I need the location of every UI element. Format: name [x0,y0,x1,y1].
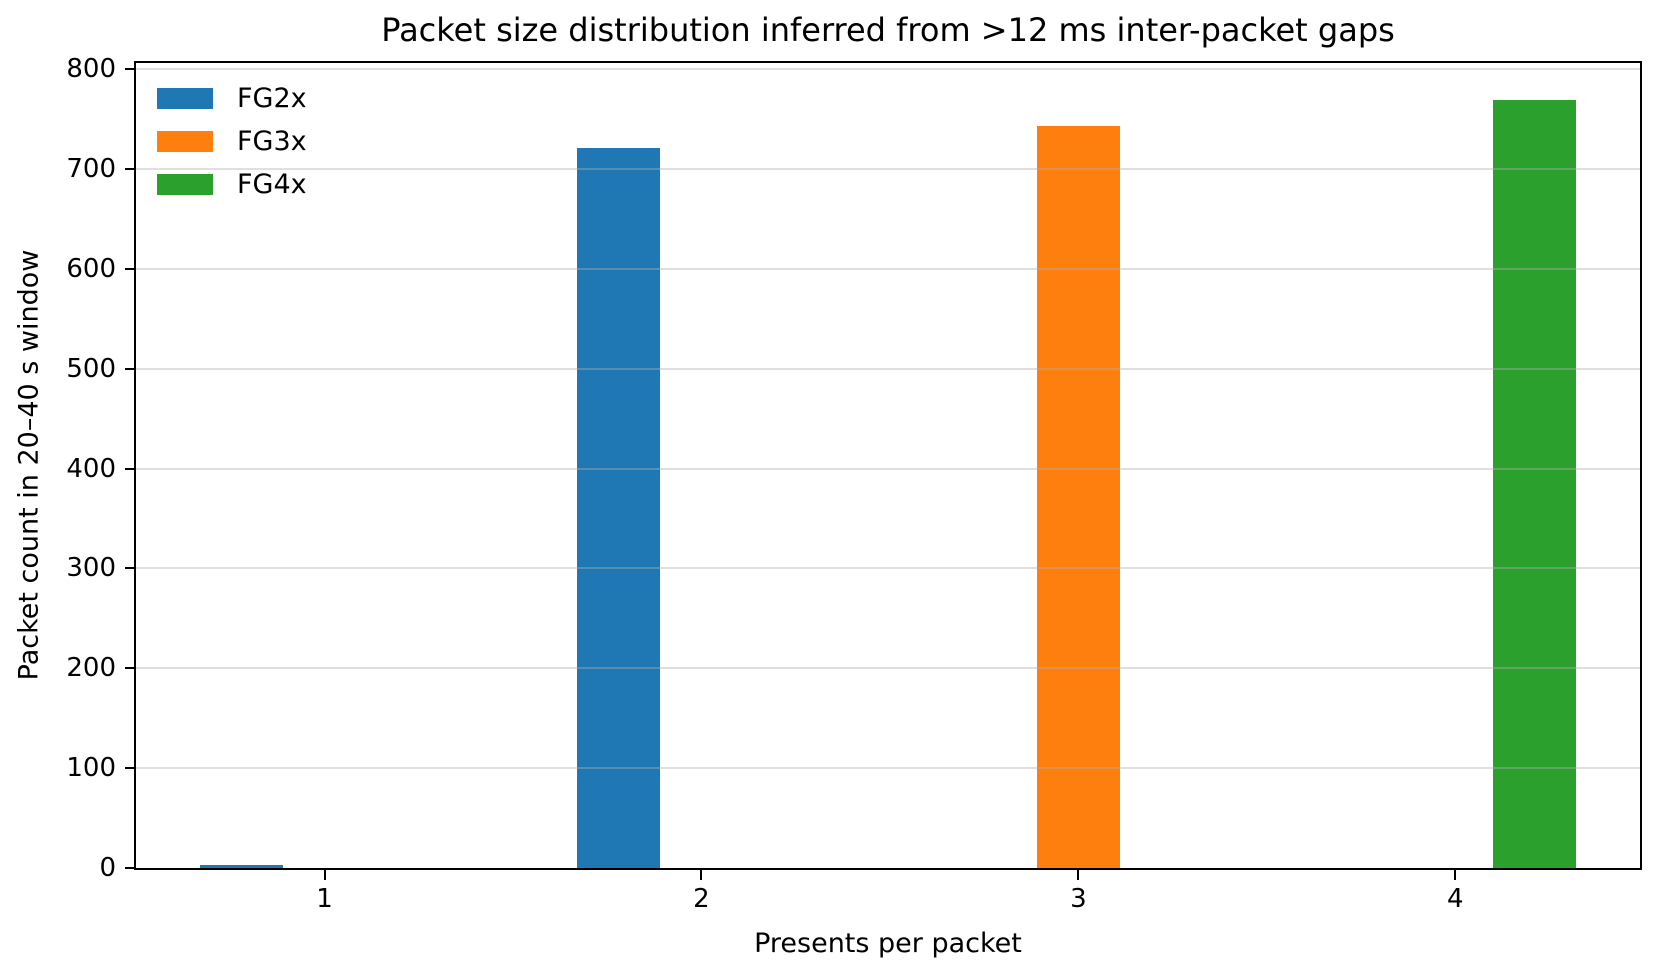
y-tick-800 [125,68,134,70]
y-tick-600 [125,267,134,270]
bar-fg2x-x1 [200,865,283,868]
x-tick-3 [1077,870,1080,880]
legend-swatch-fg2x [157,88,213,109]
y-tick-label-100: 100 [66,753,116,784]
x-tick-label-1: 1 [316,884,333,914]
x-tick-label-3: 3 [1070,884,1087,914]
y-tick-label-500: 500 [66,353,116,384]
y-tick-label-700: 700 [66,153,116,184]
bars-layer [136,63,1640,868]
legend-item-fg3x: FG3x [157,126,307,157]
bar-fg4x-x4 [1493,100,1576,868]
bar-fg2x-x2 [577,147,660,868]
y-tick-label-800: 800 [66,54,116,84]
y-tick-label-400: 400 [66,453,116,484]
x-tick-label-2: 2 [693,884,710,914]
y-tick-label-200: 200 [66,653,116,684]
x-tick-4 [1454,870,1457,880]
x-tick-2 [700,870,703,880]
legend-item-fg2x: FG2x [157,83,307,114]
y-tick-0 [125,867,134,869]
legend-swatch-fg4x [157,174,213,195]
y-tick-label-0: 0 [99,853,116,883]
y-tick-100 [125,767,134,770]
y-tick-300 [125,567,134,570]
x-tick-1 [323,870,326,880]
chart-title: Packet size distribution inferred from >… [381,11,1395,49]
x-axis-label: Presents per packet [754,928,1022,959]
y-tick-700 [125,167,134,170]
legend-label: FG2x [237,83,307,114]
y-tick-label-600: 600 [66,253,116,284]
legend: FG2x FG3x FG4x [157,83,307,200]
y-tick-500 [125,367,134,370]
legend-label: FG4x [237,169,307,200]
legend-item-fg4x: FG4x [157,169,307,200]
x-tick-label-4: 4 [1447,884,1464,914]
y-tick-200 [125,667,134,670]
bar-fg3x-x3 [1036,125,1120,868]
legend-swatch-fg3x [157,131,213,152]
legend-label: FG3x [237,126,307,157]
y-tick-400 [125,467,134,470]
y-tick-label-300: 300 [66,553,116,584]
